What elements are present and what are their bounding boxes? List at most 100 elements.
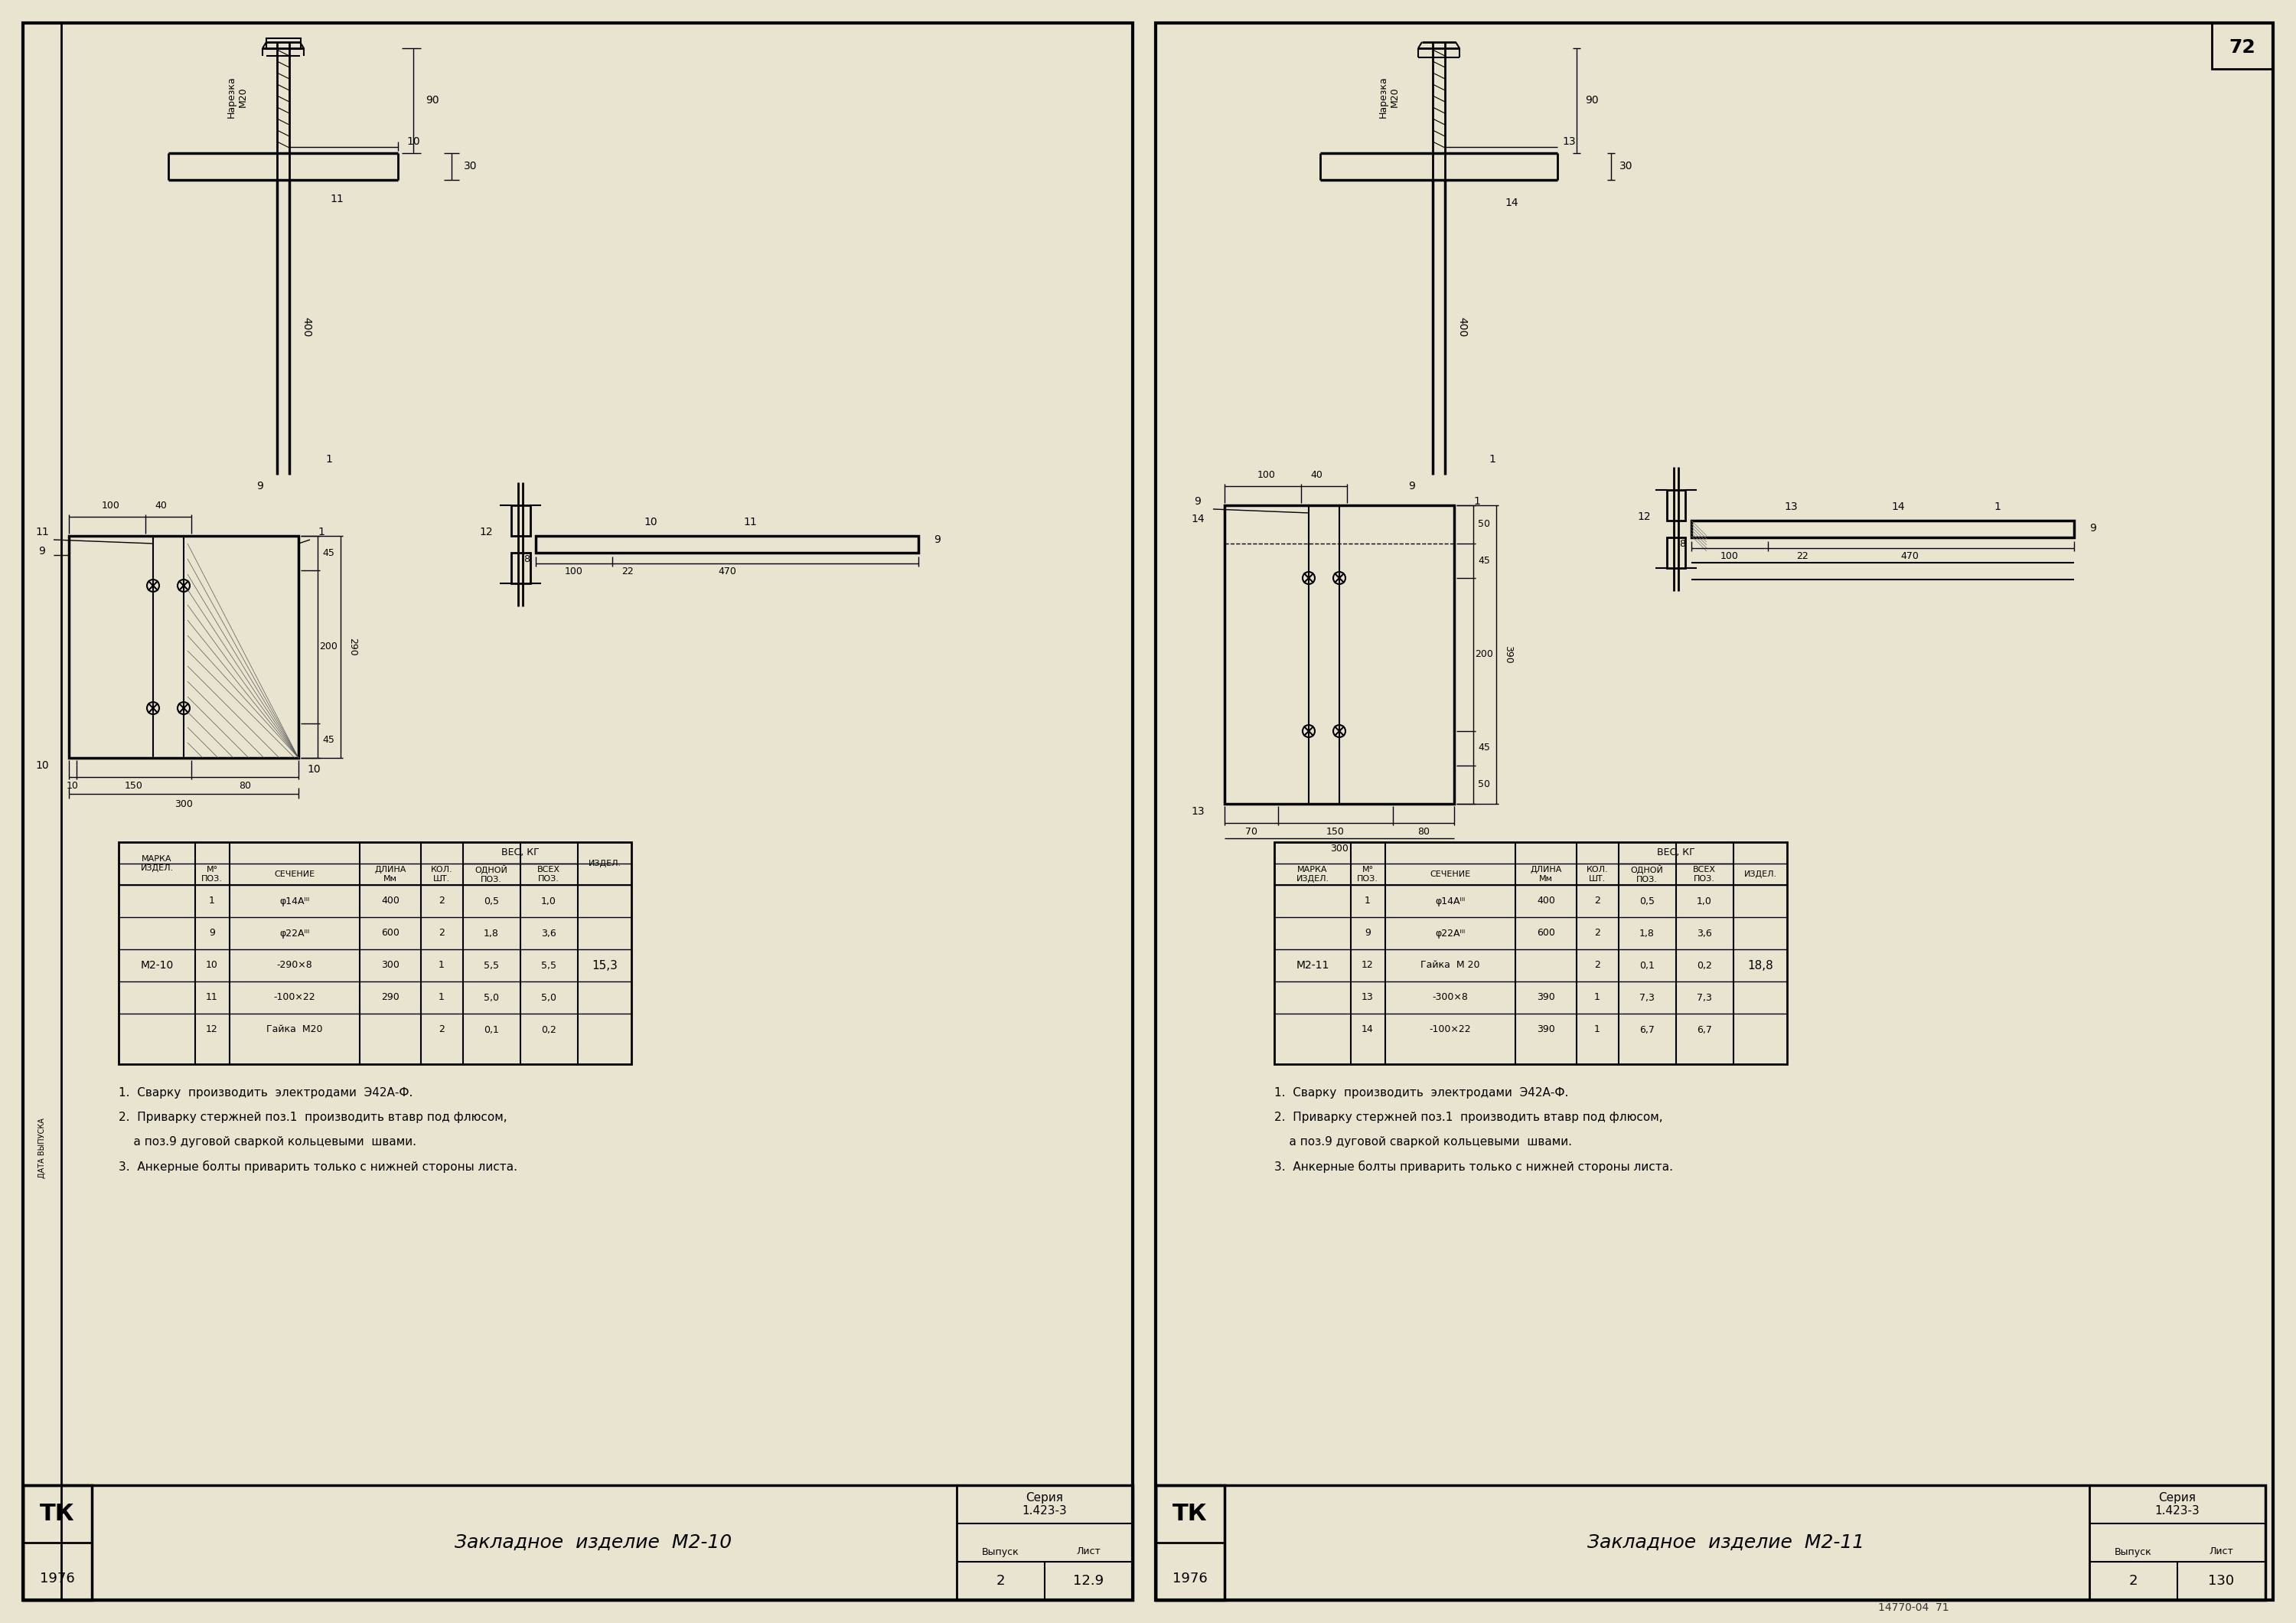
Text: 7,3: 7,3 [1697,993,1713,1003]
Text: 100: 100 [565,566,583,576]
Text: -290×8: -290×8 [278,961,312,971]
Text: 1: 1 [319,527,324,537]
Text: 0,1: 0,1 [484,1024,498,1035]
Bar [119,842,631,1065]
Text: 400: 400 [381,896,400,906]
Text: 5,5: 5,5 [542,961,556,971]
Text: Лист: Лист [2209,1547,2234,1556]
Bar [1224,505,1453,803]
Text: 5,0: 5,0 [542,993,556,1003]
Text: 1: 1 [1364,896,1371,906]
Text: 2: 2 [439,1024,445,1035]
Bar [512,505,530,536]
Text: 0,2: 0,2 [542,1024,556,1035]
Text: 0,1: 0,1 [1639,961,1655,971]
Text: ВСЕХ
ПОЗ.: ВСЕХ ПОЗ. [537,867,560,883]
Text: Гайка  M20: Гайка M20 [266,1024,324,1035]
Text: а поз.9 дуговой сваркой кольцевыми  швами.: а поз.9 дуговой сваркой кольцевыми швами… [1274,1136,1573,1147]
Text: 8: 8 [523,553,530,563]
Text: 100: 100 [1258,471,1277,480]
Text: 130: 130 [2209,1574,2234,1587]
Text: 1: 1 [1490,454,1495,464]
Bar [1274,842,1786,1065]
Text: 22: 22 [1795,552,1809,562]
Text: 1.  Сварку  производить  электродами  Э42А-Ф.: 1. Сварку производить электродами Э42А-Ф… [119,1087,413,1099]
Text: 3.  Анкерные болты приварить только с нижней стороны листа.: 3. Анкерные болты приварить только с ниж… [1274,1160,1674,1173]
Bar [1692,521,2073,537]
Text: 22: 22 [622,566,634,576]
Text: ОДНОЙ
ПОЗ.: ОДНОЙ ПОЗ. [475,865,507,883]
Text: 2: 2 [1593,896,1600,906]
Text: 14: 14 [1504,198,1518,208]
Text: 1: 1 [209,896,216,906]
Text: 12: 12 [480,527,494,537]
Bar [1155,1485,2266,1600]
Text: 12: 12 [207,1024,218,1035]
Text: 2: 2 [996,1574,1006,1587]
Text: СЕЧЕНИЕ: СЕЧЕНИЕ [1430,870,1472,878]
Text: Лист: Лист [1077,1547,1100,1556]
Text: 9: 9 [257,480,264,492]
Text: 100: 100 [1720,552,1738,562]
Text: 14770-04  71: 14770-04 71 [1878,1602,1949,1613]
Text: М°
ПОЗ.: М° ПОЗ. [1357,867,1378,883]
Text: 18,8: 18,8 [1747,959,1773,971]
Text: 12: 12 [1637,511,1651,523]
Text: 70: 70 [1244,828,1258,837]
Text: 15,3: 15,3 [592,959,618,971]
Text: ТК: ТК [1173,1503,1208,1526]
Text: 200: 200 [319,643,338,652]
Text: ДЛИНА
Мм: ДЛИНА Мм [1529,867,1561,883]
Bar [69,536,298,758]
Text: 0,2: 0,2 [1697,961,1713,971]
Text: СЕЧЕНИЕ: СЕЧЕНИЕ [273,870,315,878]
Text: 300: 300 [381,961,400,971]
Bar [2211,23,2273,68]
Text: 13: 13 [1362,993,1373,1003]
Text: 1,8: 1,8 [484,928,498,938]
Text: 400: 400 [1536,896,1554,906]
Text: 9: 9 [209,928,216,938]
Text: 6,7: 6,7 [1697,1024,1713,1035]
Text: Нарезка
М20: Нарезка М20 [227,76,248,118]
Text: 200: 200 [1474,649,1492,659]
Text: а поз.9 дуговой сваркой кольцевыми  швами.: а поз.9 дуговой сваркой кольцевыми швами… [119,1136,416,1147]
Text: 0,5: 0,5 [1639,896,1655,906]
Text: φ22Aᴵᴵᴵ: φ22Aᴵᴵᴵ [1435,928,1465,938]
Text: 30: 30 [1619,161,1632,172]
Text: 90: 90 [425,94,439,105]
Text: 7,3: 7,3 [1639,993,1655,1003]
Text: 10: 10 [67,781,78,792]
Text: Серия
1.423-3: Серия 1.423-3 [1022,1492,1068,1518]
Text: ИЗДЕЛ.: ИЗДЕЛ. [588,860,622,867]
Text: 600: 600 [381,928,400,938]
Text: 1: 1 [1474,497,1481,506]
Text: 45: 45 [1479,555,1490,565]
Text: 1,0: 1,0 [542,896,556,906]
Text: 5,0: 5,0 [484,993,498,1003]
Text: 1: 1 [1995,502,2000,513]
Text: 9: 9 [934,534,941,545]
Text: 80: 80 [1417,828,1430,837]
Text: 9: 9 [2089,523,2096,534]
Text: 30: 30 [464,161,478,172]
Text: 9: 9 [1364,928,1371,938]
Bar [1155,23,2273,1600]
Text: 11: 11 [744,516,758,527]
Text: -100×22: -100×22 [1430,1024,1472,1035]
Text: 3,6: 3,6 [1697,928,1713,938]
Bar [2089,1485,2266,1600]
Text: 400: 400 [1456,316,1467,338]
Text: 10: 10 [34,760,48,771]
Text: 40: 40 [154,502,168,511]
Text: 45: 45 [321,549,335,558]
Text: 8: 8 [1678,539,1685,549]
Bar [23,1485,1132,1600]
Text: 9: 9 [1194,497,1201,506]
Text: Закладное  изделие  М2-11: Закладное изделие М2-11 [1587,1534,1864,1552]
Text: ОДНОЙ
ПОЗ.: ОДНОЙ ПОЗ. [1630,865,1662,883]
Text: ТК: ТК [39,1503,76,1526]
Text: М°
ПОЗ.: М° ПОЗ. [202,867,223,883]
Text: -300×8: -300×8 [1433,993,1467,1003]
Text: ДАТА ВЫПУСКА: ДАТА ВЫПУСКА [39,1118,46,1178]
